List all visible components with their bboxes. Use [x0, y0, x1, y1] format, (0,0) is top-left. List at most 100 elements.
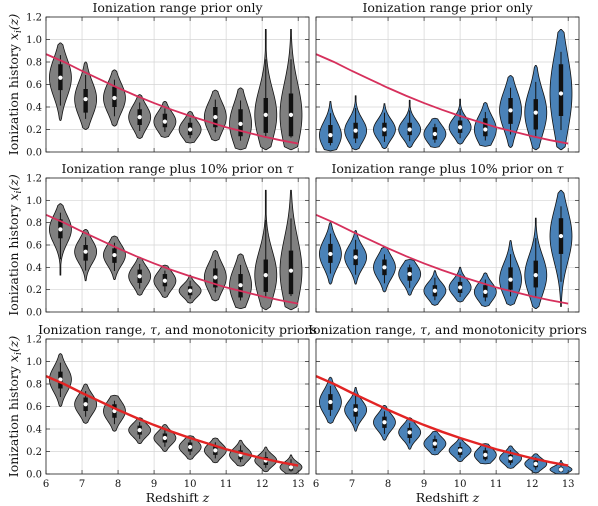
violin-median	[353, 128, 358, 133]
violin-median	[483, 452, 488, 457]
x-axis-label-text: Redshift	[146, 490, 203, 505]
y-axis-label-text: Ionization history	[6, 40, 21, 155]
panel-title-text: Ionization range prior only	[92, 0, 263, 15]
violin-median	[288, 268, 294, 273]
violin-median	[407, 127, 412, 132]
y-axis-label-math: x	[6, 33, 21, 40]
violin-median	[458, 125, 463, 130]
y-axis-label-math: x	[6, 194, 21, 201]
violin-median	[558, 233, 564, 239]
violin-iqr	[558, 64, 564, 116]
y-tick-label: 0.6	[26, 80, 42, 91]
violin-median	[508, 277, 513, 282]
violin-median	[382, 127, 387, 132]
y-tick-label: 1.0	[26, 357, 42, 368]
violin-median	[533, 110, 538, 115]
violin-median	[508, 108, 513, 113]
violin-median	[288, 112, 294, 117]
violin-median	[213, 448, 218, 453]
panel-title-text: Ionization range plus 10% prior on	[331, 161, 556, 176]
panel-1: 0.0 0.2 0.4 0.6 0.8 1.0 1.2 Ionization range pr…	[6, 0, 310, 159]
y-axis-label-sub: i	[14, 352, 24, 355]
panel-title-suffix: , and monotonicity priors	[157, 322, 317, 337]
panel-6: 6 7 8 9 10 11 12 13 Ionization range, τ, and mon…	[308, 322, 587, 505]
reference-curve	[315, 214, 569, 305]
panel-3: 0.0 0.2 0.4 0.6 0.8 1.0 1.2 Ionization range pl…	[6, 161, 310, 319]
panel-title: Ionization range plus 10% prior on τ	[61, 161, 294, 176]
x-tick-label: 7	[79, 479, 85, 490]
panel-title-text: Ionization range,	[308, 322, 420, 337]
violin-median	[112, 252, 117, 258]
y-axis-label-text: Ionization history	[6, 201, 21, 316]
y-axis-label-math: x	[6, 355, 21, 362]
x-axis-label-math: z	[202, 490, 210, 505]
y-axis-label-sub: i	[14, 30, 24, 33]
violin-median	[353, 255, 358, 260]
y-axis-label: Ionization history xi(z)	[6, 174, 24, 316]
panel-title-math: τ	[287, 161, 295, 176]
violin-median	[288, 465, 294, 470]
y-tick-label: 0.4	[26, 425, 42, 436]
y-axis-label-arg: (z)	[6, 14, 21, 30]
panel-title: Ionization range, τ, and monotonicity pr…	[38, 322, 317, 337]
x-axis-label: Redshift z	[146, 490, 210, 505]
violin-median	[238, 283, 243, 288]
violin-median	[83, 97, 88, 102]
x-axis-label-text: Redshift	[416, 490, 473, 505]
x-tick-label: 6	[43, 479, 49, 490]
violin-median	[112, 95, 117, 101]
panel-title-text: Ionization range prior only	[362, 0, 533, 15]
panel-title-math: τ	[150, 322, 158, 337]
x-tick-label: 13	[292, 479, 305, 490]
panel-2: Ionization range prior only	[315, 0, 580, 153]
violin-median	[458, 285, 463, 290]
violin-median	[483, 289, 488, 294]
y-axis-label-text: Ionization history	[6, 362, 21, 477]
violin-median	[558, 467, 564, 472]
panel-title: Ionization range prior only	[362, 0, 533, 15]
x-tick-label: 7	[349, 479, 355, 490]
violin-median	[263, 273, 268, 278]
violin-median	[328, 251, 333, 257]
y-tick-label: 0.8	[26, 58, 42, 69]
x-axis-label-math: z	[472, 490, 480, 505]
violin-median	[188, 127, 193, 132]
violin-median	[407, 430, 412, 435]
y-tick-label: 0.6	[26, 402, 42, 413]
violin-median	[83, 402, 88, 407]
y-axis-label: Ionization history xi(z)	[6, 14, 24, 156]
panel-title: Ionization range plus 10% prior on τ	[331, 161, 564, 176]
y-tick-label: 0.2	[26, 125, 42, 136]
violin-median	[533, 273, 538, 278]
violin-median	[558, 91, 564, 96]
x-tick-label: 11	[220, 479, 233, 490]
x-tick-label: 12	[526, 479, 539, 490]
x-tick-label: 10	[184, 479, 197, 490]
panel-title: Ionization range prior only	[92, 0, 263, 15]
y-tick-label: 0.0	[26, 308, 42, 319]
reference-curve	[45, 375, 299, 467]
y-tick-label: 0.0	[26, 470, 42, 481]
x-tick-label: 9	[421, 479, 427, 490]
violin-median	[137, 428, 142, 433]
y-tick-label: 1.2	[26, 335, 42, 346]
violin-median	[58, 75, 63, 80]
violin-median	[213, 115, 218, 120]
violin-median	[188, 444, 193, 450]
panel-title-suffix: , and monotonicity priors	[427, 322, 587, 337]
violin-median	[458, 448, 463, 453]
reference-curve	[45, 53, 299, 145]
violin-median	[83, 249, 88, 254]
y-tick-label: 0.2	[26, 285, 42, 296]
violin-median	[382, 265, 387, 270]
panel-4: Ionization range plus 10% prior on τ	[315, 161, 580, 313]
x-tick-label: 8	[385, 479, 391, 490]
violin-median	[432, 288, 437, 293]
violin-median	[188, 288, 193, 293]
violin-median	[137, 115, 142, 120]
x-axis-label: Redshift z	[416, 490, 480, 505]
violin-median	[263, 112, 268, 117]
x-tick-label: 8	[115, 479, 121, 490]
violin-median	[533, 461, 538, 466]
